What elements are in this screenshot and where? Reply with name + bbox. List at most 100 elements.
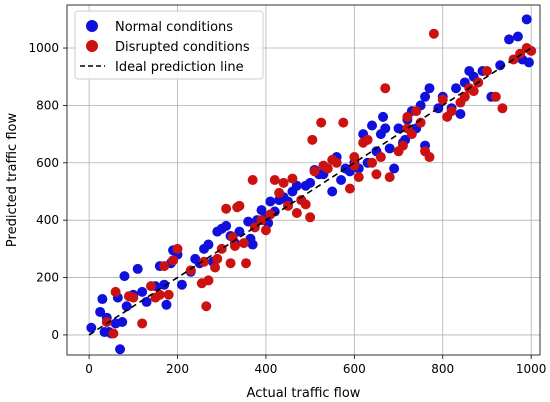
normal-point [86, 322, 97, 333]
disrupted-point [349, 160, 360, 171]
normal-point [234, 226, 245, 237]
y-tick-label: 600 [36, 156, 59, 170]
normal-point [433, 103, 444, 114]
disrupted-point [526, 45, 537, 56]
normal-point [176, 279, 187, 290]
normal-point [327, 186, 338, 197]
x-tick-label: 600 [343, 362, 366, 376]
normal-point [203, 239, 214, 250]
legend-label-disrupted: Disrupted conditions [115, 40, 250, 55]
disrupted-point [309, 166, 320, 177]
x-tick-label: 200 [166, 362, 189, 376]
normal-point [159, 279, 170, 290]
normal-point [367, 120, 378, 131]
disrupted-point [384, 172, 395, 183]
disrupted-point [497, 103, 508, 114]
normal-point [521, 14, 532, 25]
disrupted-point [108, 328, 119, 339]
legend-marker-normal [86, 20, 98, 32]
x-tick-label: 400 [254, 362, 277, 376]
y-tick-label: 200 [36, 271, 59, 285]
disrupted-point [415, 117, 426, 128]
normal-point [221, 220, 232, 231]
legend-marker-disrupted [86, 40, 98, 52]
plot-frame [66, 4, 541, 356]
disrupted-point [221, 203, 232, 214]
disrupted-point [331, 157, 342, 168]
normal-point [336, 175, 347, 185]
normal-point [495, 60, 506, 71]
disrupted-point [212, 253, 223, 264]
disrupted-point [159, 261, 170, 272]
disrupted-point [247, 175, 258, 185]
disrupted-point [265, 209, 276, 220]
legend-label-ideal-line: Ideal prediction line [115, 60, 244, 75]
normal-point [389, 163, 400, 174]
normal-point [119, 271, 130, 282]
disrupted-point [225, 258, 236, 269]
normal-point [161, 299, 172, 310]
disrupted-point [234, 200, 245, 211]
normal-point [512, 31, 523, 42]
normal-point [95, 306, 106, 317]
disrupted-point [101, 317, 112, 328]
x-tick-label: 800 [431, 362, 454, 376]
disrupted-point [459, 91, 470, 102]
disrupted-point [428, 28, 439, 39]
normal-point [115, 344, 126, 355]
data-points [86, 14, 537, 355]
disrupted-point [145, 281, 156, 292]
normal-point [380, 123, 391, 134]
disrupted-point [199, 256, 210, 267]
disrupted-point [172, 243, 183, 254]
axis-ticks: 0 200 400 600 800 1000 0 200 400 600 800 1000 [28, 41, 546, 376]
disrupted-point [287, 173, 298, 184]
y-tick-label: 800 [36, 98, 59, 112]
disrupted-point [201, 301, 212, 312]
x-tick-label: 1000 [516, 362, 547, 376]
y-tick-label: 0 [51, 328, 59, 342]
disrupted-point [241, 258, 252, 269]
disrupted-point [468, 86, 479, 97]
normal-point [117, 317, 128, 328]
normal-point [393, 123, 404, 134]
disrupted-point [353, 172, 364, 183]
normal-point [523, 57, 534, 68]
disrupted-point [424, 152, 435, 163]
disrupted-point [367, 157, 378, 168]
disrupted-point [481, 65, 492, 76]
normal-point [305, 177, 316, 188]
x-tick-label: 0 [85, 362, 93, 376]
disrupted-point [446, 106, 457, 117]
disrupted-point [402, 111, 413, 122]
y-tick-label: 1000 [28, 41, 59, 55]
normal-point [378, 111, 389, 122]
normal-point [132, 263, 143, 274]
normal-point [137, 286, 148, 297]
normal-point [256, 205, 267, 216]
disrupted-point [305, 212, 316, 223]
disrupted-point [269, 175, 280, 185]
disrupted-point [375, 152, 386, 163]
disrupted-point [203, 275, 214, 286]
disrupted-point [490, 91, 501, 102]
disrupted-point [300, 199, 311, 210]
ideal-prediction-line [88, 47, 532, 336]
normal-point [121, 301, 132, 312]
disrupted-point [260, 225, 271, 236]
disrupted-point [163, 289, 174, 300]
disrupted-point [274, 187, 285, 198]
disrupted-point [437, 94, 448, 105]
disrupted-point [406, 129, 417, 140]
disrupted-point [168, 255, 179, 266]
normal-point [97, 294, 108, 305]
normal-point [455, 109, 466, 120]
disrupted-point [338, 117, 349, 128]
disrupted-point [256, 215, 267, 226]
legend-box [74, 10, 264, 80]
normal-point [424, 83, 435, 94]
disrupted-point [154, 289, 165, 300]
legend: Normal conditions Disrupted conditions I… [74, 10, 264, 80]
disrupted-point [238, 238, 249, 249]
y-tick-label: 400 [36, 213, 59, 227]
